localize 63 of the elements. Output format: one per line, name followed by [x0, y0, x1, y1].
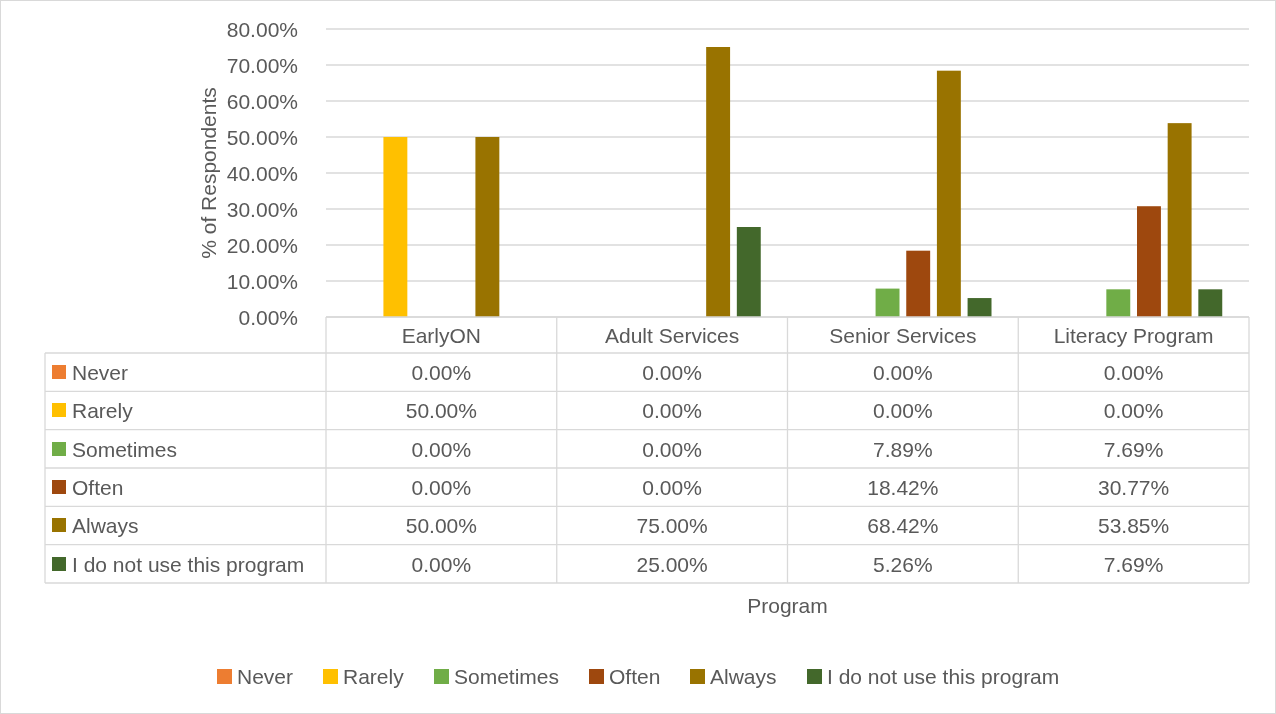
text: Program [747, 593, 828, 617]
bar [1137, 206, 1161, 317]
text: Always [72, 513, 139, 537]
data-label: 5.26% [873, 552, 933, 576]
data-label: 18.42% [867, 475, 939, 499]
x-tick-label: EarlyON [401, 323, 482, 347]
x-tick-label: Literacy Program [1053, 323, 1214, 347]
bar [906, 250, 931, 317]
data-label: 7.69% [1103, 552, 1164, 576]
x-tick-label: Adult Services [605, 323, 740, 347]
bar [1106, 289, 1131, 317]
data-label: 0.00% [873, 398, 933, 422]
y-tick-label: 20.00% [226, 233, 298, 257]
bar [475, 137, 500, 317]
data-label: 50.00% [405, 513, 477, 537]
legend-label: Always [710, 664, 777, 688]
data-label: 0.00% [411, 475, 472, 499]
bar [936, 70, 961, 317]
x-tick-label: Senior Services [829, 323, 977, 347]
data-label: 53.85% [1098, 513, 1170, 537]
data-label: 0.00% [642, 475, 702, 499]
bar [967, 298, 992, 317]
legend-label: Sometimes [454, 664, 560, 688]
data-label: 7.89% [873, 437, 933, 461]
data-label: 0.00% [411, 552, 472, 576]
data-label: 0.00% [1103, 360, 1164, 384]
data-label: 75.00% [636, 513, 708, 537]
bar [1198, 289, 1223, 317]
text: Never [72, 360, 129, 384]
data-label: 7.69% [1103, 437, 1164, 461]
legend-label: I do not use this program [827, 664, 1060, 688]
text: I do not use this program [72, 552, 305, 576]
legend-label: Rarely [72, 398, 134, 422]
data-label: 0.00% [873, 360, 933, 384]
data-label: 0.00% [1103, 398, 1164, 422]
data-label: 0.00% [642, 360, 702, 384]
y-tick-label: 0.00% [238, 305, 298, 329]
bar [706, 47, 731, 317]
data-label: 25.00% [636, 552, 708, 576]
text: Sometimes [72, 437, 178, 461]
data-label: 0.00% [411, 360, 472, 384]
bar [1167, 123, 1192, 317]
y-tick-label: 80.00% [226, 17, 298, 41]
y-tick-label: 50.00% [226, 125, 298, 149]
data-label: 0.00% [411, 437, 472, 461]
y-axis-title: % of Respondents [196, 87, 220, 259]
bar [875, 288, 900, 317]
legend-label: Often [609, 664, 661, 688]
data-label: 0.00% [642, 398, 702, 422]
bar [736, 227, 761, 317]
data-label: 30.77% [1098, 475, 1170, 499]
bar [383, 137, 408, 317]
data-label: 50.00% [405, 398, 477, 422]
y-tick-label: 40.00% [226, 161, 298, 185]
data-label: 0.00% [642, 437, 702, 461]
legend-label: Never [237, 664, 294, 688]
data-label: 68.42% [867, 513, 939, 537]
text: Often [72, 475, 124, 499]
y-tick-label: 10.00% [226, 269, 298, 293]
y-tick-label: 70.00% [226, 53, 298, 77]
text: Rarely [343, 664, 404, 688]
y-tick-label: 30.00% [226, 197, 298, 221]
y-tick-label: 60.00% [226, 89, 298, 113]
